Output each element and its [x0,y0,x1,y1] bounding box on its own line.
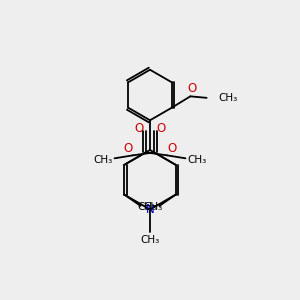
Text: O: O [187,82,196,95]
Text: CH₃: CH₃ [94,155,113,165]
Text: N: N [146,203,154,216]
Text: CH₃: CH₃ [137,202,157,212]
Text: O: O [156,122,166,134]
Text: CH₃: CH₃ [143,202,163,212]
Text: O: O [123,142,132,155]
Text: CH₃: CH₃ [140,235,160,245]
Text: O: O [168,142,177,155]
Text: CH₃: CH₃ [218,93,237,103]
Text: CH₃: CH₃ [187,155,206,165]
Text: O: O [134,122,144,134]
